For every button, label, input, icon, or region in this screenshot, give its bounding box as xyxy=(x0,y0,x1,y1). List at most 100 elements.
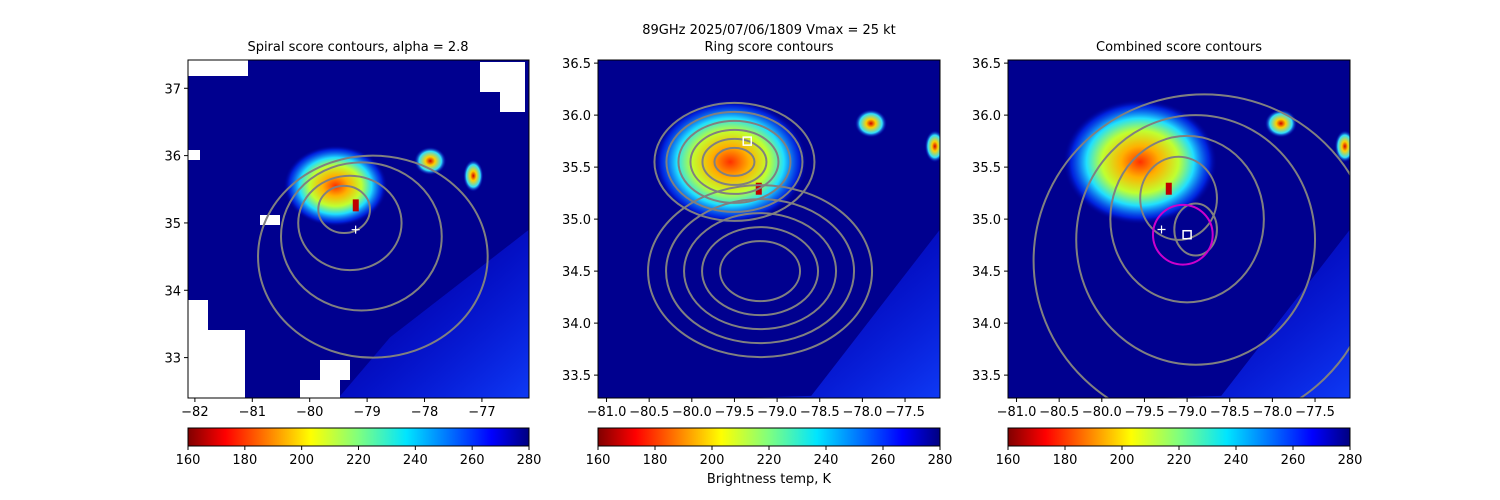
convection-blob xyxy=(653,99,807,225)
x-tick-label: −79.0 xyxy=(1167,405,1207,420)
contour-line xyxy=(713,146,756,177)
colorbar xyxy=(597,427,941,447)
x-tick-label: −79.0 xyxy=(757,405,797,420)
small-convection xyxy=(924,130,940,163)
y-tick-label: 35.0 xyxy=(562,213,591,228)
convection-blob xyxy=(283,145,388,227)
contour-line xyxy=(1032,93,1350,398)
center-plus-marker xyxy=(351,225,360,234)
panel-2-title: Ring score contours xyxy=(704,40,834,55)
x-tick-label: −79.5 xyxy=(715,405,755,420)
no-data-patch xyxy=(500,90,525,112)
contours xyxy=(1032,93,1350,398)
contour-line xyxy=(719,240,802,303)
no-data-patch xyxy=(320,360,350,380)
x-tick-label: −77.5 xyxy=(885,405,925,420)
colorbar-label: Brightness temp, K xyxy=(706,472,832,487)
suptitle: 89GHz 2025/07/06/1809 Vmax = 25 kt xyxy=(642,23,896,38)
contour-line xyxy=(701,226,820,317)
center-square-marker xyxy=(1182,229,1192,240)
contours xyxy=(647,101,874,359)
y-tick-label: 36 xyxy=(164,150,181,165)
y-tick-label: 35.0 xyxy=(972,213,1001,228)
y-tick-label: 34.0 xyxy=(562,317,591,332)
y-tick-label: 35.5 xyxy=(562,161,591,176)
contour-line xyxy=(317,184,371,235)
y-tick-label: 36.0 xyxy=(972,109,1001,124)
y-tick-label: 34.5 xyxy=(562,265,591,280)
contour-line xyxy=(665,198,856,345)
y-tick-label: 33.5 xyxy=(972,369,1001,384)
y-tick-label: 36.5 xyxy=(562,57,591,72)
no-data-patch xyxy=(205,330,245,398)
colorbar-tick-label: 180 xyxy=(1053,453,1078,468)
y-tick-label: 36.0 xyxy=(562,109,591,124)
x-tick-label: −80 xyxy=(296,405,323,420)
axes-frame xyxy=(187,59,530,399)
colorbar-tick-label: 260 xyxy=(871,453,896,468)
ocean-region xyxy=(1144,229,1350,398)
colorbar-tick-label: 160 xyxy=(586,453,611,468)
x-tick-label: −81.0 xyxy=(587,405,627,420)
panel-1-title: Spiral score contours, alpha = 2.8 xyxy=(247,40,469,55)
x-tick-label: −78.5 xyxy=(1210,405,1250,420)
contour-line xyxy=(647,184,874,359)
contour-line xyxy=(665,110,804,213)
colorbar-tick-label: 220 xyxy=(757,453,782,468)
axes-frame xyxy=(597,59,941,399)
colorbar xyxy=(187,427,530,447)
x-tick-label: −80.5 xyxy=(629,405,669,420)
no-data-patch xyxy=(188,150,200,160)
x-tick-label: −80.0 xyxy=(672,405,712,420)
ocean-region xyxy=(734,229,940,398)
x-tick-label: −80.0 xyxy=(1082,405,1122,420)
x-tick-label: −79.5 xyxy=(1125,405,1165,420)
colorbar-tick-label: 200 xyxy=(289,453,314,468)
center-plus-marker xyxy=(1157,225,1166,234)
no-data-patch xyxy=(188,300,208,398)
x-tick-label: −78.0 xyxy=(1252,405,1292,420)
x-tick-label: −77.5 xyxy=(1295,405,1335,420)
heatmap xyxy=(188,60,529,398)
contour-line xyxy=(1173,202,1218,257)
heatmap xyxy=(1008,60,1350,398)
contour-line xyxy=(683,212,838,331)
no-data-patch xyxy=(205,62,225,70)
contour-line xyxy=(1075,114,1317,366)
x-tick-label: −81 xyxy=(239,405,266,420)
colorbar-tick-label: 200 xyxy=(700,453,725,468)
small-convection xyxy=(854,109,887,138)
axes-frame xyxy=(1007,59,1351,399)
colorbar-tick-label: 180 xyxy=(643,453,668,468)
contour-line xyxy=(257,154,489,359)
colorbar-tick-label: 260 xyxy=(1281,453,1306,468)
x-tick-label: −79 xyxy=(353,405,380,420)
y-tick-label: 36.5 xyxy=(972,57,1001,72)
panel-2: −81.0 −80.5 −80.0 −79.5 −79.0 −78.5 −78.0 −77.5… xyxy=(562,57,952,468)
y-tick-label: 34 xyxy=(164,284,181,299)
small-convection xyxy=(1264,109,1297,138)
colorbar-tick-label: 280 xyxy=(517,453,542,468)
no-data-patch xyxy=(300,380,340,398)
convection-blob xyxy=(1063,99,1217,225)
panel-3: −81.0 −80.5 −80.0 −79.5 −79.0 −78.5 −78.0 −77.5… xyxy=(972,57,1363,468)
y-tick-label: 33 xyxy=(164,352,181,367)
panel-1: −82 −81 −80 −79 −78 −77 33 34 35 36 37 160 180 200 220… xyxy=(164,59,542,468)
contour-line xyxy=(701,137,768,186)
colorbar-tick-label: 180 xyxy=(232,453,257,468)
heatmap xyxy=(598,60,940,398)
colorbar-tick-label: 240 xyxy=(814,453,839,468)
contour-line xyxy=(653,101,816,222)
contour-line xyxy=(280,161,443,312)
colorbar-tick-label: 280 xyxy=(1338,453,1363,468)
colorbar-tick-label: 220 xyxy=(346,453,371,468)
no-data-patch xyxy=(260,215,280,225)
small-convection xyxy=(463,159,484,192)
cold-core-pixel xyxy=(1165,182,1172,195)
colorbar-tick-label: 260 xyxy=(460,453,485,468)
contour-line xyxy=(297,174,403,272)
x-tick-label: −77 xyxy=(468,405,495,420)
colorbar-tick-label: 200 xyxy=(1110,453,1135,468)
center-square-marker xyxy=(742,136,753,146)
